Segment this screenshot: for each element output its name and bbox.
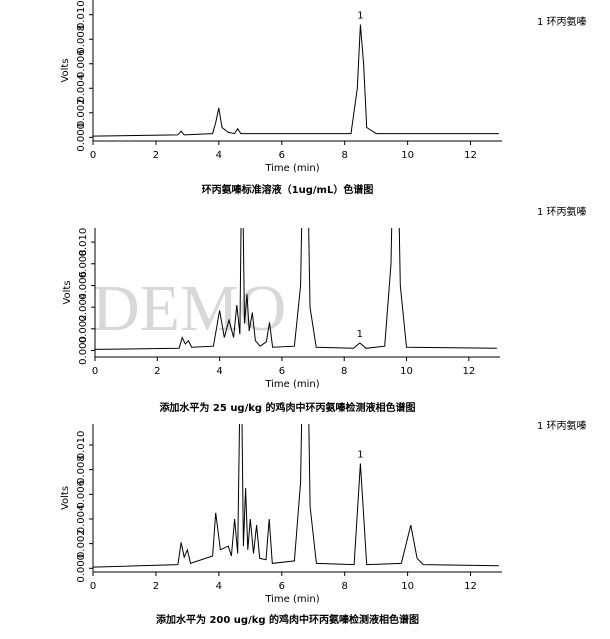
- y-tick-label: 0.008: [78, 249, 89, 278]
- y-axis-label: Volts: [62, 280, 73, 304]
- peak-label: 1: [357, 11, 363, 22]
- chromatogram-line: [93, 24, 499, 137]
- legend-entry: 1 环丙氨嗪: [537, 15, 587, 28]
- x-tick-label: 2: [153, 581, 159, 592]
- y-tick-label: 0.004: [76, 505, 87, 534]
- peak-label: 1: [357, 449, 363, 460]
- y-tick-label: 0.004: [76, 74, 87, 103]
- chromatogram-line: [93, 424, 499, 568]
- x-tick-label: 4: [216, 150, 222, 161]
- legend-entry: 1 环丙氨嗪: [537, 419, 587, 432]
- legend-entry: 1 环丙氨嗪: [537, 205, 587, 218]
- x-tick-label: 4: [216, 366, 222, 377]
- peak-label: 1: [357, 329, 363, 340]
- x-tick-label: 10: [400, 366, 413, 377]
- x-tick-label: 8: [341, 366, 347, 377]
- x-axis-label: Time (min): [264, 379, 319, 390]
- x-tick-label: 0: [92, 366, 98, 377]
- x-tick-label: 6: [279, 366, 285, 377]
- y-tick-label: 0.006: [78, 271, 89, 300]
- y-axis-label: Volts: [60, 486, 71, 510]
- x-tick-label: 10: [401, 581, 414, 592]
- x-tick-label: 10: [401, 150, 414, 161]
- y-tick-label: 0.006: [76, 49, 87, 78]
- chart-caption: 添加水平为 25 ug/kg 的鸡肉中环丙氨嗪检测液相色谱图: [159, 401, 415, 414]
- x-tick-label: 12: [464, 581, 477, 592]
- y-tick-label: 0.008: [76, 455, 87, 484]
- x-tick-label: 2: [154, 366, 160, 377]
- x-tick-label: 8: [342, 581, 348, 592]
- y-tick-label: 0.000: [76, 554, 87, 583]
- x-tick-label: 0: [90, 581, 96, 592]
- x-tick-label: 6: [279, 150, 285, 161]
- x-tick-label: 12: [464, 150, 477, 161]
- y-tick-label: 0.010: [76, 0, 87, 29]
- y-tick-label: 0.004: [78, 293, 89, 322]
- x-tick-label: 12: [462, 366, 475, 377]
- x-axis-label: Time (min): [264, 594, 319, 605]
- y-tick-label: 0.010: [76, 431, 87, 460]
- y-tick-label: 0.006: [76, 480, 87, 509]
- y-tick-label: 0.010: [78, 228, 89, 257]
- x-axis-label: Time (min): [264, 163, 319, 174]
- y-tick-label: 0.002: [78, 314, 89, 343]
- y-tick-label: 0.008: [76, 25, 87, 54]
- x-tick-label: 0: [90, 150, 96, 161]
- chart-caption: 添加水平为 200 ug/kg 的鸡肉中环丙氨嗪检测液相色谱图: [156, 613, 419, 626]
- x-tick-label: 2: [153, 150, 159, 161]
- chromatogram-line: [95, 228, 497, 350]
- y-tick-label: 0.000: [76, 123, 87, 152]
- x-tick-label: 6: [279, 581, 285, 592]
- y-axis-label: Volts: [60, 58, 71, 82]
- chart-caption: 环丙氨嗪标准溶液（1ug/mL）色谱图: [202, 183, 374, 196]
- watermark: DEMO: [92, 272, 286, 345]
- x-tick-label: 4: [216, 581, 222, 592]
- y-tick-label: 0.002: [76, 529, 87, 558]
- y-tick-label: 0.000: [78, 336, 89, 365]
- y-tick-label: 0.002: [76, 98, 87, 127]
- x-tick-label: 8: [342, 150, 348, 161]
